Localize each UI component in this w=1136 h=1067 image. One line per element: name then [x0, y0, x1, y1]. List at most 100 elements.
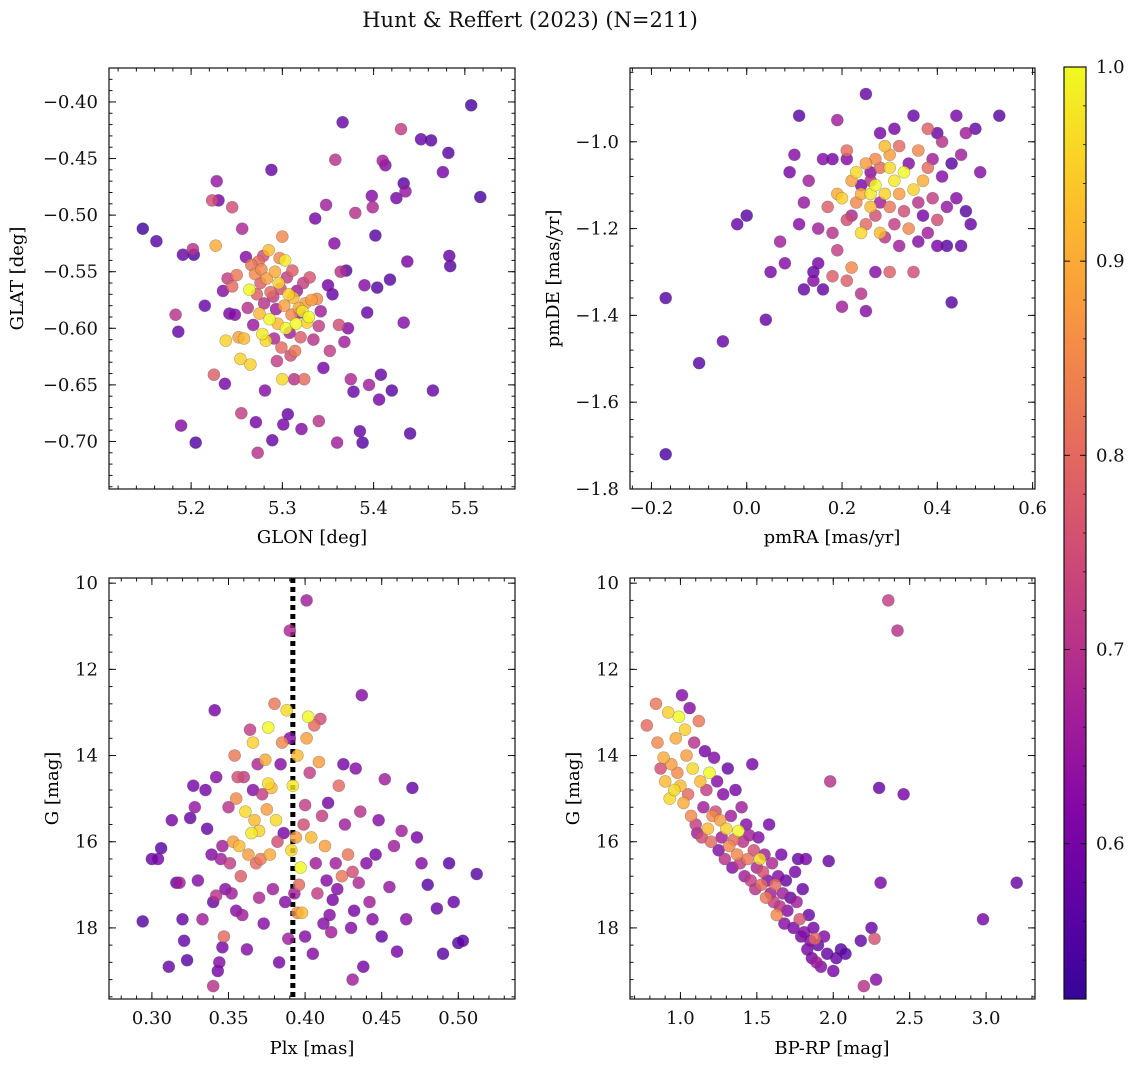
cmd-parallax-point: [320, 874, 333, 887]
cmd-colour-point: [678, 723, 692, 737]
proper-motion-point: [916, 209, 930, 222]
cmd-colour-point: [829, 951, 843, 965]
proper-motion-point: [945, 157, 958, 170]
sky-point: [353, 424, 367, 438]
proper-motion-point: [740, 209, 754, 222]
sky-point: [356, 436, 369, 449]
cmd-parallax-point: [177, 934, 191, 948]
cmd-colour-point: [724, 809, 738, 823]
cmd-colour-point: [722, 839, 736, 853]
cmd-colour-point: [865, 921, 878, 935]
sky-point: [383, 273, 397, 286]
cmd-colour-point: [872, 781, 886, 795]
sky-point: [286, 264, 299, 277]
cmd-colour-point: [677, 796, 690, 810]
sky-point: [172, 325, 185, 339]
cmd-colour-point: [721, 762, 735, 775]
cmd-parallax-point: [442, 856, 456, 870]
cmd-parallax-point: [231, 770, 244, 784]
cmd-colour-point: [868, 932, 881, 946]
cmd-parallax-point: [291, 749, 304, 762]
proper-motion-point: [916, 174, 930, 188]
proper-motion-point: [840, 274, 854, 288]
cmd-colour-point: [649, 697, 663, 711]
proper-motion-point: [802, 174, 816, 188]
proper-motion-point: [764, 265, 777, 279]
sky-point: [275, 230, 289, 243]
sky-ticks: 5.2 5.3 5.4 5.5 −0.40 −0.45 −0.50 −0.55 −0.60 −0.…: [43, 67, 515, 519]
cmd-parallax-ytick-label: 10: [75, 573, 98, 594]
cmd-colour-point: [732, 824, 745, 838]
sky-point: [249, 415, 263, 429]
cmd-parallax-point: [289, 831, 303, 844]
sky-point: [399, 185, 412, 198]
cmd-colour-point: [667, 783, 681, 797]
cmd-colour-xtick-label: 2.5: [895, 1008, 924, 1029]
sky-point: [186, 242, 200, 256]
cmd-parallax-point: [274, 757, 287, 771]
cmd-colour-point: [747, 843, 761, 857]
cmd-parallax-xtick-label: 0.35: [208, 1008, 248, 1029]
sky-axes-frame: [108, 67, 516, 490]
cmd-parallax-point: [346, 865, 359, 879]
sky-scatter-points: [136, 99, 487, 460]
sky-point: [277, 299, 291, 313]
cmd-parallax-point: [255, 787, 269, 801]
proper-motion-point: [892, 139, 906, 153]
sky-point: [258, 384, 272, 397]
proper-motion-point: [930, 239, 944, 253]
sky-point: [295, 422, 308, 436]
cmd-parallax-point: [341, 848, 355, 861]
sky-point: [272, 276, 286, 290]
proper-motion-xlabel: pmRA [mas/yr]: [764, 527, 901, 548]
cmd-colour-ytick-label: 14: [596, 746, 619, 767]
cmd-parallax-scatter-points: [136, 578, 484, 999]
cmd-colour-point: [683, 701, 696, 715]
cmd-colour-point: [735, 800, 748, 814]
sky-point: [334, 265, 348, 279]
proper-motion-point: [897, 204, 911, 218]
sky-point: [400, 255, 414, 268]
proper-motion-point: [921, 122, 935, 136]
sky-point: [372, 393, 386, 406]
sky-point: [426, 384, 440, 397]
cmd-parallax-point: [324, 925, 338, 939]
cmd-parallax-point: [277, 826, 291, 840]
cmd-parallax-point: [395, 824, 408, 838]
proper-motion-point: [826, 269, 839, 283]
sky-point: [281, 407, 295, 421]
proper-motion-ytick-label: −1.4: [575, 305, 619, 326]
cmd-parallax-point: [306, 947, 320, 961]
cmd-colour-point: [684, 809, 698, 823]
cmd-colour-point: [707, 751, 721, 765]
cmd-parallax-point: [321, 796, 335, 810]
proper-motion-point: [873, 126, 887, 140]
sky-point: [374, 368, 388, 382]
cmd-parallax-point: [353, 805, 367, 818]
sky-point: [302, 310, 316, 324]
proper-motion-point: [830, 113, 844, 127]
cmd-parallax-point: [208, 703, 221, 717]
cmd-parallax-point: [223, 856, 237, 870]
proper-motion-xtick-label: 0.2: [828, 498, 857, 519]
cmd-parallax-point: [387, 839, 401, 853]
cmd-colour-point: [774, 848, 788, 861]
cmd-colour-point: [745, 757, 759, 771]
cmd-colour-point: [700, 783, 713, 797]
cmd-colour-ytick-label: 16: [596, 832, 619, 853]
cmd-colour-point: [869, 973, 883, 986]
cmd-parallax-point: [268, 697, 281, 711]
proper-motion-point: [816, 152, 830, 166]
sky-point: [234, 352, 247, 366]
cmd-parallax-point: [260, 803, 274, 816]
sky-point: [312, 414, 326, 428]
cmd-colour-point: [776, 887, 790, 900]
proper-motion-point: [950, 109, 963, 122]
proper-motion-point: [992, 109, 1006, 122]
cmd-colour-point: [654, 762, 667, 775]
sky-point: [464, 99, 478, 112]
proper-motion-point: [797, 283, 811, 296]
cmd-parallax-point: [228, 749, 241, 762]
cmd-parallax-point: [349, 762, 363, 775]
proper-motion-point: [878, 139, 892, 153]
